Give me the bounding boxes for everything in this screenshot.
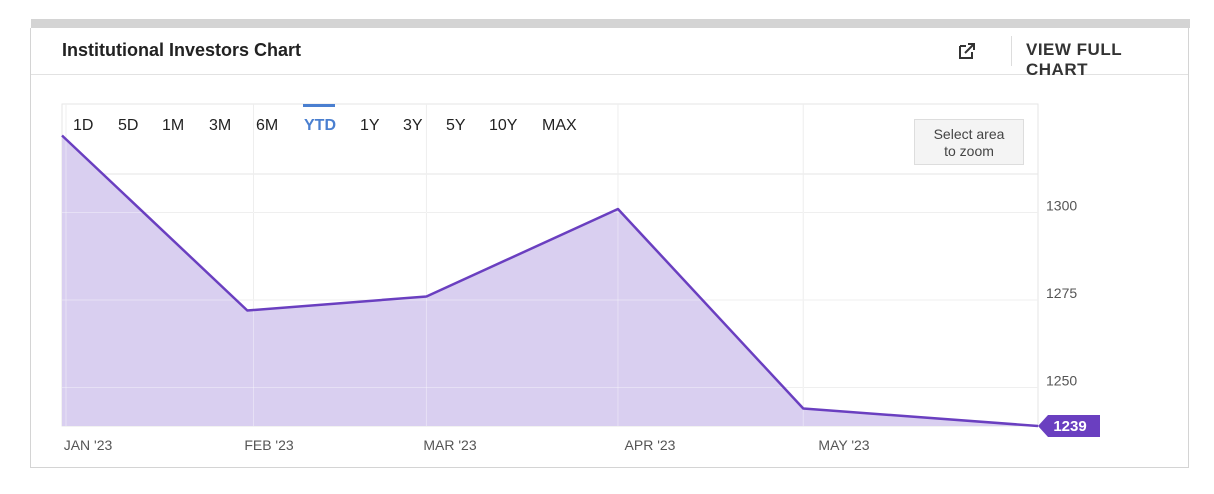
view-full-chart-button[interactable]: VIEW FULL CHART: [1026, 40, 1122, 79]
series-line: [61, 134, 1039, 428]
x-tick-label: JAN '23: [64, 437, 113, 453]
active-range-indicator: [303, 104, 335, 107]
zoom-hint-line-1: Select area: [933, 126, 1005, 142]
range-button-max[interactable]: MAX: [542, 117, 577, 134]
top-accent-bar: [31, 19, 1190, 28]
y-tick-label: 1300: [1046, 198, 1077, 214]
last-value-badge: [1038, 415, 1100, 437]
y-tick-label: 1275: [1046, 285, 1077, 301]
range-button-1d[interactable]: 1D: [73, 117, 94, 134]
x-tick-label: MAR '23: [423, 437, 476, 453]
range-button-5y[interactable]: 5Y: [446, 117, 466, 134]
external-link-icon[interactable]: [956, 40, 978, 62]
zoom-hint-line-2: to zoom: [944, 143, 994, 159]
range-button-6m[interactable]: 6M: [256, 117, 279, 134]
x-tick-label: FEB '23: [244, 437, 294, 453]
card-header: Institutional Investors Chart VIEW FULL …: [31, 28, 1188, 79]
range-button-3m[interactable]: 3M: [209, 117, 232, 134]
range-button-1y[interactable]: 1Y: [360, 117, 380, 134]
select-area-to-zoom-button[interactable]: Select area to zoom: [914, 119, 1024, 165]
range-button-5d[interactable]: 5D: [118, 117, 139, 134]
y-tick-label: 1250: [1046, 373, 1077, 389]
x-tick-label: APR '23: [625, 437, 676, 453]
range-button-1m[interactable]: 1M: [162, 117, 185, 134]
last-value-label: 1239: [1053, 418, 1086, 435]
range-button-ytd[interactable]: YTD: [304, 117, 336, 134]
range-button-3y[interactable]: 3Y: [403, 117, 423, 134]
x-tick-label: MAY '23: [818, 437, 869, 453]
series-area: [62, 135, 1038, 426]
chart-title: Institutional Investors Chart: [62, 40, 302, 60]
header-divider: [1011, 36, 1012, 66]
range-button-10y[interactable]: 10Y: [489, 117, 518, 134]
